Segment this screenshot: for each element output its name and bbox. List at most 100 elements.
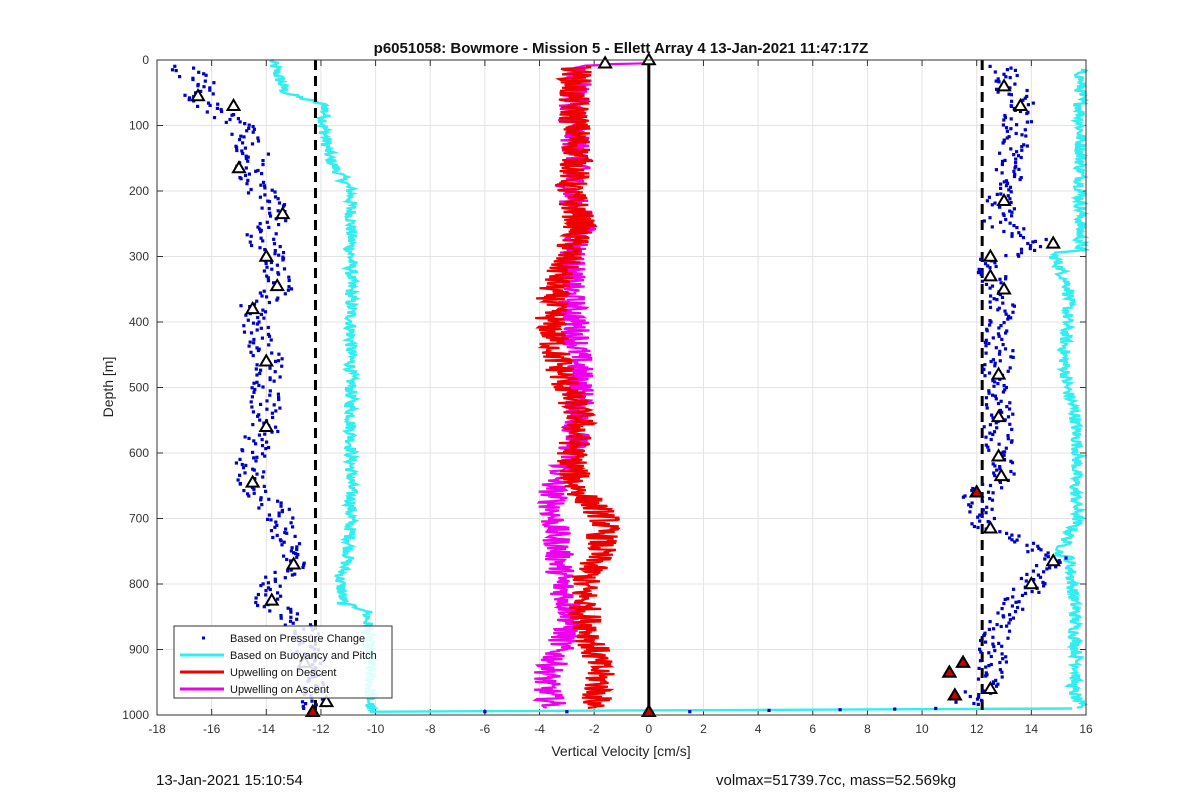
pressure-change-point: [261, 475, 265, 479]
pressure-change-point: [1002, 453, 1006, 457]
pressure-change-point: [984, 403, 989, 407]
pressure-change-point: [984, 671, 988, 675]
triangle-marker: [990, 409, 1007, 423]
pressure-change-point: [992, 516, 996, 521]
pressure-change-point: [265, 399, 269, 403]
pressure-change-point: [1004, 331, 1008, 335]
pressure-change-point: [267, 334, 272, 338]
pressure-change-point: [1009, 440, 1014, 444]
x-tick-label: 2: [700, 722, 707, 736]
pressure-change-point: [178, 75, 182, 79]
y-tick-label: 100: [129, 119, 149, 133]
y-tick-label: 400: [129, 315, 149, 329]
pressure-change-point: [984, 511, 988, 515]
x-tick-label: 4: [755, 722, 762, 736]
pressure-change-point: [1002, 615, 1006, 619]
pressure-change-point: [1001, 450, 1005, 454]
pressure-change-point: [934, 706, 938, 711]
pressure-change-point: [256, 168, 260, 173]
pressure-change-point: [264, 589, 268, 593]
pressure-change-point: [281, 258, 285, 262]
pressure-change-point: [994, 678, 998, 682]
pressure-change-point: [275, 263, 279, 267]
pressure-change-point: [998, 660, 1002, 665]
pressure-change-point: [256, 592, 260, 597]
pressure-change-point: [1005, 624, 1009, 628]
pressure-change-point: [264, 489, 268, 493]
pressure-change-point: [1019, 247, 1024, 251]
pressure-change-point: [978, 659, 983, 663]
pressure-change-point: [987, 664, 991, 668]
pressure-change-point: [246, 159, 250, 163]
pressure-change-point: [989, 359, 993, 364]
pressure-change-point: [1008, 86, 1012, 90]
pressure-change-point: [301, 565, 305, 569]
pressure-change-point: [1013, 610, 1018, 614]
pressure-change-point: [995, 298, 999, 302]
pressure-change-point: [266, 279, 271, 283]
pressure-change-point: [688, 710, 692, 714]
pressure-change-point: [984, 396, 988, 400]
pressure-change-point: [1009, 104, 1014, 108]
pressure-change-point: [295, 617, 299, 621]
pressure-change-point: [998, 277, 1002, 281]
pressure-change-point: [968, 694, 972, 699]
pressure-change-point: [283, 623, 287, 627]
pressure-change-point: [279, 594, 283, 598]
pressure-change-point: [1015, 226, 1019, 230]
pressure-change-point: [273, 249, 277, 253]
pressure-change-point: [998, 293, 1002, 297]
pressure-change-point: [272, 281, 276, 285]
pressure-change-point: [254, 596, 258, 600]
pressure-change-point: [1042, 584, 1046, 588]
pressure-change-point: [989, 654, 993, 659]
pressure-change-point: [302, 706, 306, 710]
plot-area: -18 -16 -14 -12 -10 -8 -6 -4 -2 0 2 4 6 8 10 12 14 16 0 100…: [122, 52, 1093, 736]
pressure-change-point: [996, 382, 1000, 386]
pressure-change-point: [240, 149, 244, 153]
pressure-change-point: [996, 77, 1000, 81]
pressure-change-point: [1013, 540, 1017, 544]
pressure-change-point: [258, 227, 262, 231]
pressure-change-point: [1014, 131, 1018, 136]
pressure-change-point: [990, 498, 995, 502]
pressure-change-point: [252, 337, 256, 342]
pressure-change-point: [1023, 591, 1028, 595]
triangle-marker: [996, 192, 1012, 207]
pressure-change-point: [291, 525, 295, 529]
pressure-change-point: [260, 444, 265, 448]
pressure-change-point: [1057, 559, 1061, 563]
pressure-change-point: [238, 473, 242, 477]
pressure-change-point: [264, 593, 268, 597]
pressure-change-point: [252, 468, 256, 472]
pressure-change-point: [995, 468, 999, 472]
pressure-change-point: [1001, 343, 1005, 347]
pressure-change-point: [1006, 369, 1010, 373]
pressure-change-point: [244, 463, 248, 467]
pressure-change-point: [261, 582, 265, 586]
pressure-change-point: [986, 264, 990, 268]
pressure-change-point: [287, 285, 291, 289]
pressure-change-point: [1007, 621, 1011, 625]
pressure-change-point: [254, 600, 258, 605]
pressure-change-point: [1026, 241, 1030, 246]
pressure-change-point: [239, 304, 243, 308]
triangle-marker: [955, 654, 971, 668]
pressure-change-point: [1021, 236, 1026, 240]
pressure-change-point: [262, 289, 266, 293]
pressure-change-point: [246, 178, 250, 182]
pressure-change-point: [1000, 337, 1004, 341]
pressure-change-point: [261, 163, 265, 167]
pressure-change-point: [310, 699, 314, 703]
pressure-change-point: [263, 186, 267, 190]
pressure-change-point: [289, 568, 293, 572]
pressure-change-point: [267, 343, 271, 347]
legend-label: Based on Pressure Change: [230, 633, 365, 645]
pressure-change-point: [984, 344, 988, 348]
pressure-change-point: [992, 645, 996, 649]
pressure-change-point: [269, 529, 274, 533]
pressure-change-point: [972, 701, 976, 706]
pressure-change-point: [997, 334, 1001, 338]
pressure-change-point: [183, 93, 187, 97]
pressure-change-point: [271, 535, 275, 540]
